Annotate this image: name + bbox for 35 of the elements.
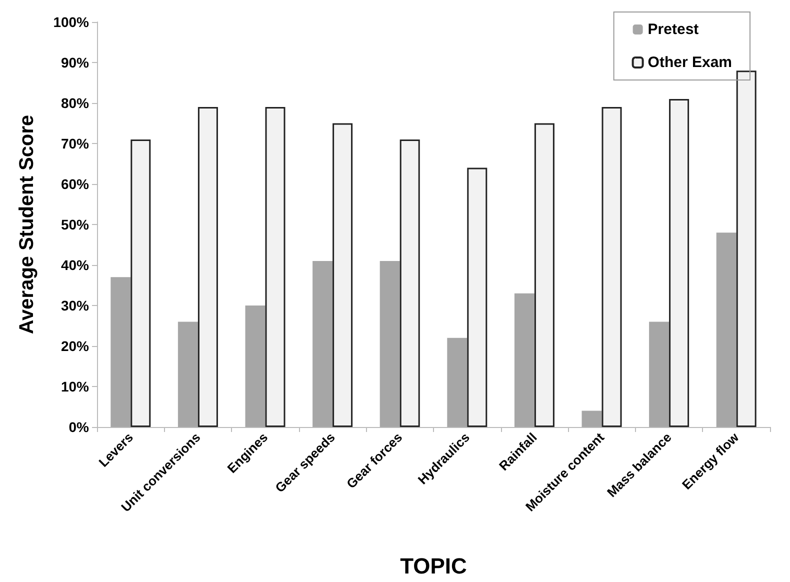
bar	[736, 70, 756, 427]
bar	[534, 123, 554, 427]
bar	[380, 260, 400, 427]
bar	[178, 322, 198, 427]
y-axis-title: Average Student Score	[16, 114, 38, 334]
y-tick-label: 70%	[60, 136, 90, 152]
y-tick-label: 90%	[60, 54, 90, 70]
bar	[669, 98, 690, 427]
y-tick-label: 40%	[60, 257, 90, 273]
bar	[265, 107, 286, 427]
x-axis-title: TOPIC	[400, 554, 468, 578]
bar	[582, 410, 602, 427]
y-tick-label: 20%	[60, 338, 90, 354]
bar	[312, 260, 333, 427]
bar	[467, 168, 488, 427]
bar	[110, 277, 131, 427]
bar	[198, 107, 218, 427]
bar	[400, 139, 420, 427]
bar	[514, 293, 534, 427]
bar	[602, 107, 622, 427]
bar	[130, 139, 151, 427]
legend-label: Other Exam	[648, 54, 732, 71]
y-tick-label: 10%	[60, 378, 90, 394]
bar	[649, 322, 670, 427]
y-tick-label: 60%	[60, 176, 90, 192]
y-tick-label: 30%	[60, 298, 90, 314]
bar	[447, 338, 468, 427]
legend-label: Pretest	[648, 21, 699, 38]
y-tick-label: 0%	[68, 419, 90, 435]
bar	[245, 306, 266, 427]
y-tick-label: 100%	[53, 14, 90, 30]
bar	[332, 123, 353, 427]
y-tick-label: 50%	[60, 216, 90, 232]
y-tick-label: 80%	[60, 95, 90, 111]
bar	[716, 232, 736, 427]
